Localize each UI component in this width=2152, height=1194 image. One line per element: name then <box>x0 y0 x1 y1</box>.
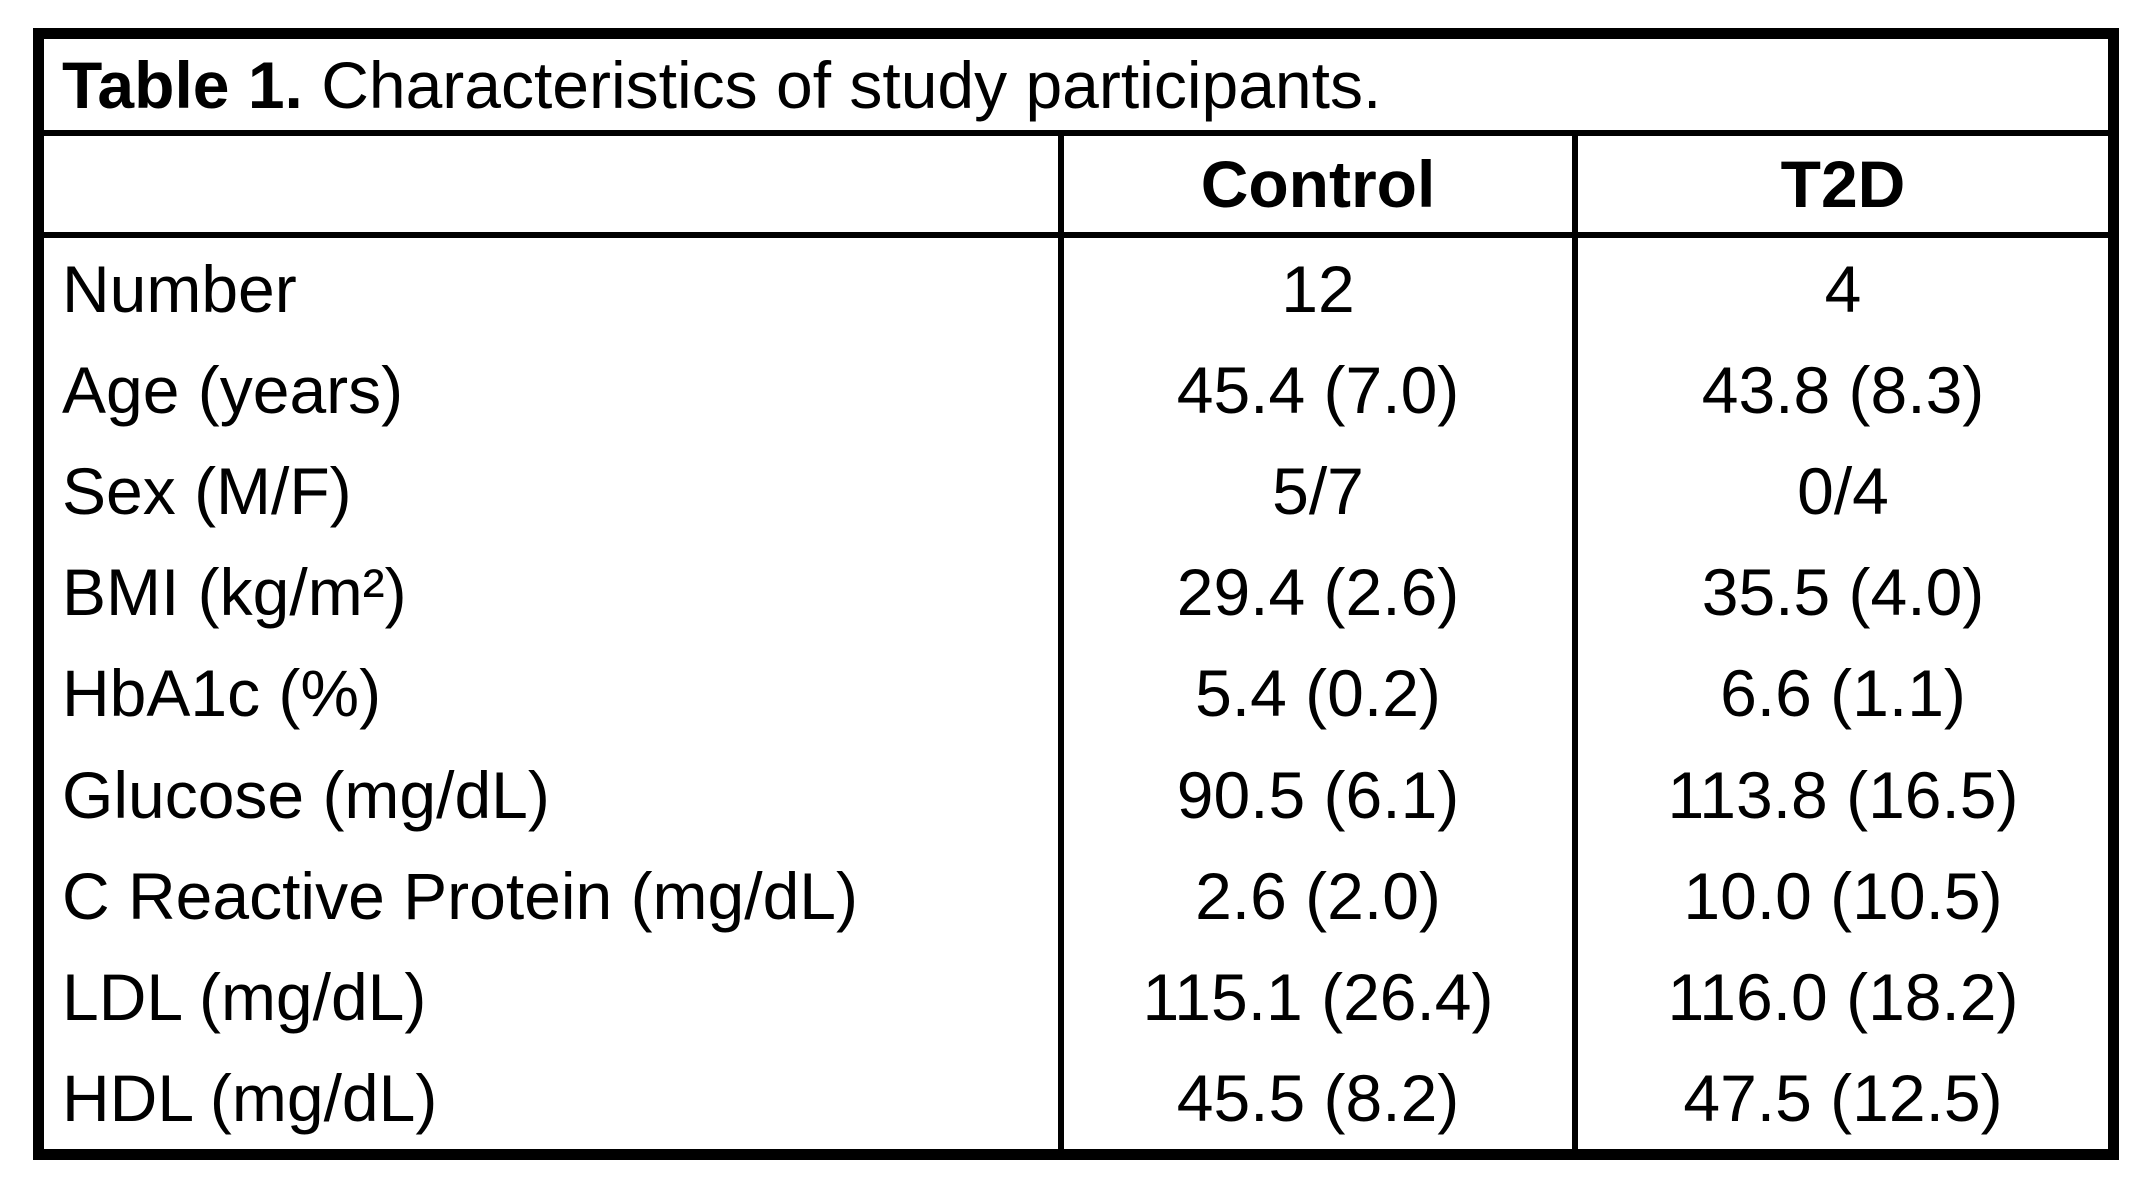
table-row: Glucose (mg/dL) 90.5 (6.1) 113.8 (16.5) <box>44 744 2108 846</box>
table-caption-text: Characteristics of study participants. <box>302 47 1382 122</box>
table-body: Number 12 4 Age (years) 45.4 (7.0) 43.8 … <box>44 238 2108 1149</box>
row-t2d-value: 0/4 <box>1797 454 1889 529</box>
row-t2d-value: 47.5 (12.5) <box>1683 1061 2003 1136</box>
table-row: Age (years) 45.4 (7.0) 43.8 (8.3) <box>44 339 2108 441</box>
row-label: Age (years) <box>44 339 1064 441</box>
row-control-value: 115.1 (26.4) <box>1064 946 1578 1048</box>
row-t2d-value: 10.0 (10.5) <box>1683 858 2003 933</box>
row-control-value: 5/7 <box>1064 440 1578 542</box>
table-header-row: Control T2D <box>44 136 2108 238</box>
row-label: LDL (mg/dL) <box>44 946 1064 1048</box>
row-control-value: 90.5 (6.1) <box>1064 744 1578 846</box>
table-row: Sex (M/F) 5/7 0/4 <box>44 440 2108 542</box>
row-label: Sex (M/F) <box>44 440 1064 542</box>
row-t2d-value: 113.8 (16.5) <box>1667 757 2019 832</box>
header-cell-control: Control <box>1064 136 1578 232</box>
table-caption: Table 1. Characteristics of study partic… <box>44 39 2108 136</box>
table-row: C Reactive Protein (mg/dL) 2.6 (2.0) 10.… <box>44 845 2108 947</box>
row-control-value: 2.6 (2.0) <box>1064 845 1578 947</box>
row-control-value: 29.4 (2.6) <box>1064 541 1578 643</box>
row-label: Number <box>44 238 1064 340</box>
row-control-value: 12 <box>1064 238 1578 340</box>
row-label: HDL (mg/dL) <box>44 1047 1064 1149</box>
row-t2d-value: 6.6 (1.1) <box>1720 656 1966 731</box>
row-t2d-value: 35.5 (4.0) <box>1701 555 1985 630</box>
table-row: HDL (mg/dL) 45.5 (8.2) 47.5 (12.5) <box>44 1047 2108 1149</box>
row-label: HbA1c (%) <box>44 642 1064 745</box>
table1-frame: Table 1. Characteristics of study partic… <box>33 28 2119 1160</box>
row-t2d-value: 4 <box>1824 251 1862 326</box>
table-row: Number 12 4 <box>44 238 2108 340</box>
table-row: BMI (kg/m²) 29.4 (2.6) 35.5 (4.0) <box>44 541 2108 643</box>
row-control-value: 45.5 (8.2) <box>1064 1047 1578 1149</box>
header-cell-t2d: T2D <box>1780 147 1906 221</box>
row-label: C Reactive Protein (mg/dL) <box>44 845 1064 947</box>
row-t2d-value: 116.0 (18.2) <box>1667 960 2019 1035</box>
table-row: HbA1c (%) 5.4 (0.2) 6.6 (1.1) <box>44 642 2108 745</box>
row-t2d-value: 43.8 (8.3) <box>1701 352 1985 427</box>
row-control-value: 5.4 (0.2) <box>1064 642 1578 745</box>
table-caption-number: Table 1. <box>62 47 303 122</box>
row-control-value: 45.4 (7.0) <box>1064 339 1578 441</box>
table-row: LDL (mg/dL) 115.1 (26.4) 116.0 (18.2) <box>44 946 2108 1048</box>
header-cell-empty <box>44 136 1064 232</box>
row-label: BMI (kg/m²) <box>44 541 1064 643</box>
row-label: Glucose (mg/dL) <box>44 744 1064 846</box>
